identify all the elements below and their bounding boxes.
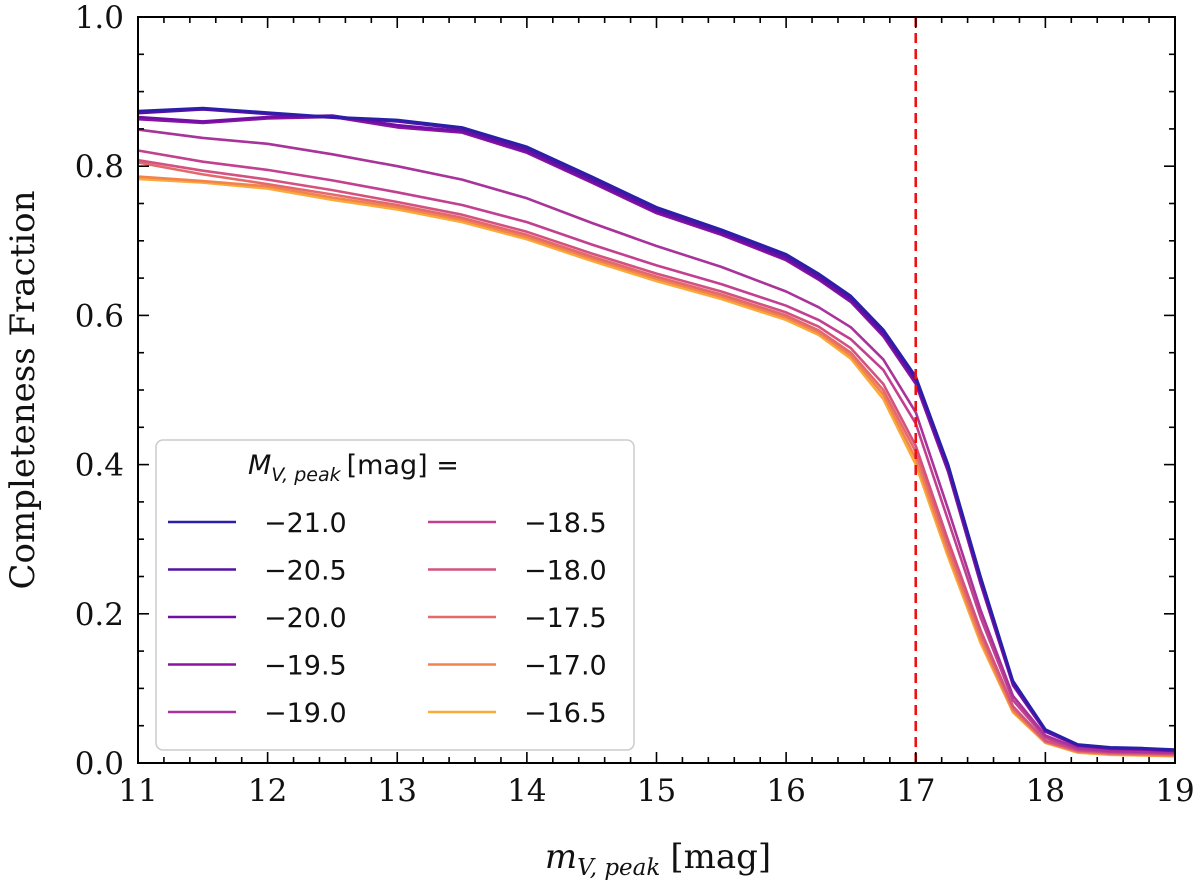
x-tick-label: 15 xyxy=(637,773,676,809)
series-line xyxy=(137,106,1176,751)
x-tick-label: 14 xyxy=(507,773,546,809)
y-tick-labels: 0.0 0.2 0.4 0.6 0.8 1.0 xyxy=(75,0,124,782)
legend-label: −19.0 xyxy=(264,698,347,729)
legend-label: −18.5 xyxy=(524,508,607,539)
x-tick-labels: 11 12 13 14 15 16 17 18 19 xyxy=(118,773,1194,809)
legend-label: −18.0 xyxy=(524,556,607,587)
x-tick-label: 19 xyxy=(1155,773,1194,809)
y-tick-label: 0.2 xyxy=(75,597,124,633)
legend-label: −20.0 xyxy=(264,603,347,634)
legend-label: −19.5 xyxy=(264,651,347,682)
series-line xyxy=(137,128,1176,754)
y-tick-label: 1.0 xyxy=(75,0,124,36)
legend-label: −16.5 xyxy=(524,698,607,729)
x-tick-label: 12 xyxy=(248,773,287,809)
legend: MV, peak [mag] = −21.0 −20.5 −20.0 −19.5 −19.… xyxy=(155,439,635,751)
legend-title: MV, peak [mag] = xyxy=(248,450,459,486)
x-axis-label: mV, peak [mag] xyxy=(545,837,771,881)
x-tick-label: 16 xyxy=(766,773,805,809)
series-line xyxy=(137,149,1176,755)
x-tick-label: 11 xyxy=(118,773,157,809)
y-tick-label: 0.8 xyxy=(75,149,124,185)
legend-label: −20.5 xyxy=(264,556,347,587)
series-lines xyxy=(137,106,1176,758)
x-tick-label: 18 xyxy=(1026,773,1065,809)
x-tick-label: 13 xyxy=(378,773,417,809)
legend-box xyxy=(155,439,635,751)
series-line xyxy=(137,158,1176,756)
y-axis-label: Completeness Fraction xyxy=(3,190,43,589)
legend-label: −17.0 xyxy=(524,651,607,682)
y-tick-label: 0.6 xyxy=(75,298,124,334)
x-tick-label: 17 xyxy=(896,773,935,809)
legend-label: −17.5 xyxy=(524,603,607,634)
plot-frame xyxy=(137,16,1176,764)
legend-label: −21.0 xyxy=(264,508,347,539)
legend-entries: −21.0 −20.5 −20.0 −19.5 −19.0 −18.5 −18.0 −17.5… xyxy=(168,508,607,729)
y-tick-label: 0.0 xyxy=(75,746,124,782)
y-tick-label: 0.4 xyxy=(75,448,124,484)
